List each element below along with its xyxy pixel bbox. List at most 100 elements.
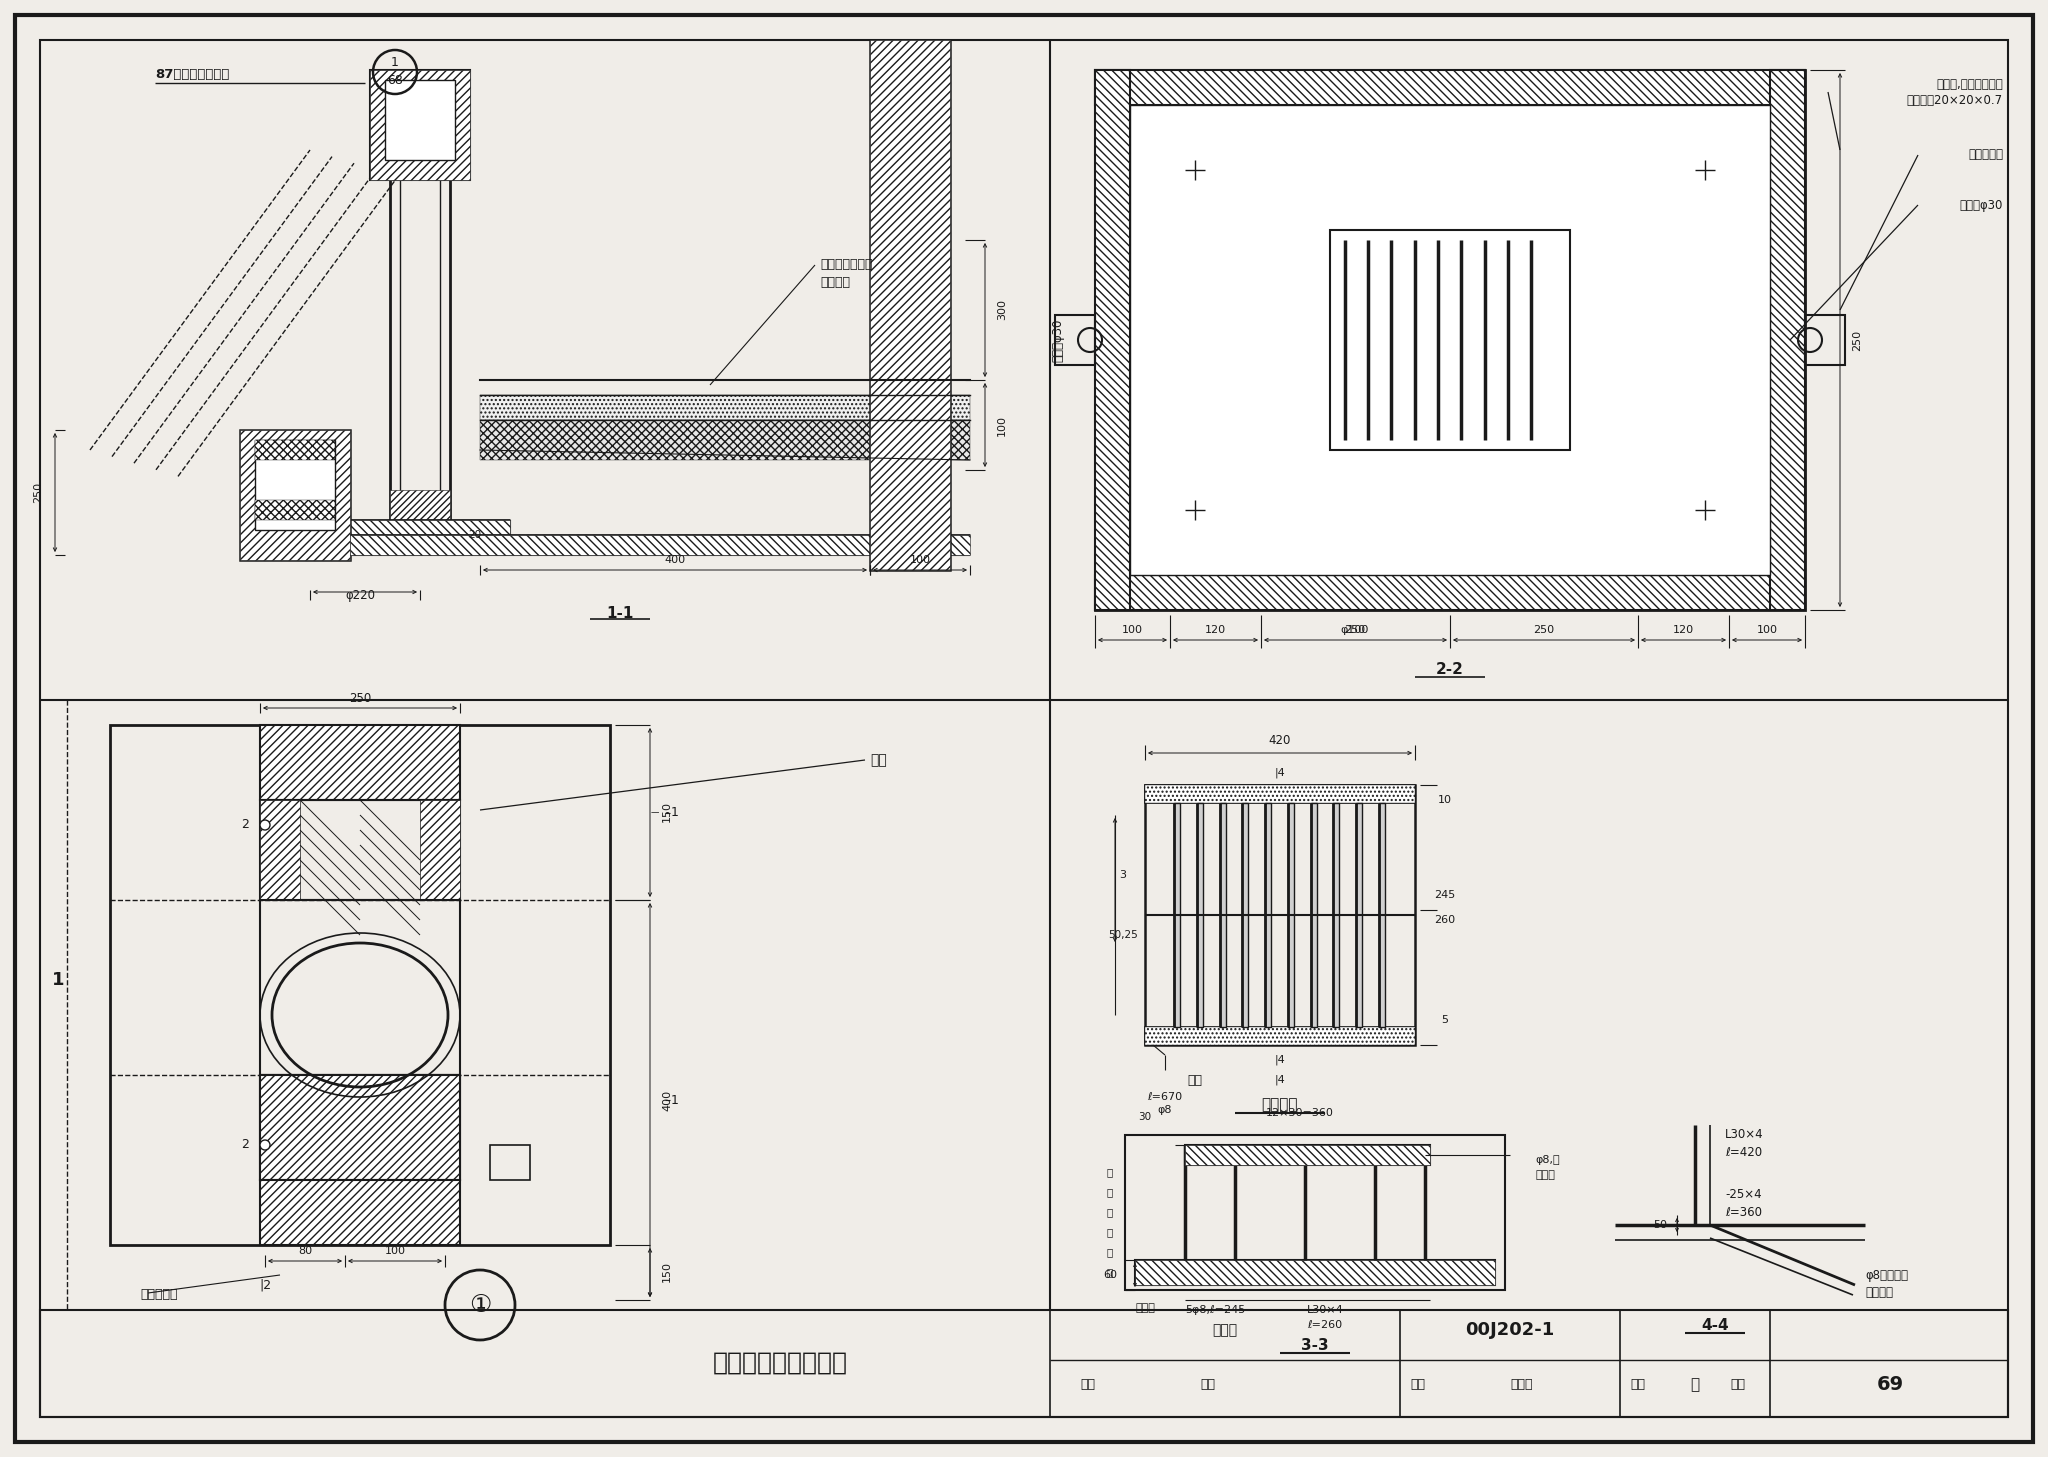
Bar [260, 800, 299, 900]
Text: ℓ=670: ℓ=670 [1147, 1091, 1182, 1101]
Text: |2: |2 [258, 1278, 270, 1291]
Text: 250: 250 [1343, 625, 1366, 635]
Text: 4-4: 4-4 [1702, 1317, 1729, 1333]
Text: 校对: 校对 [1409, 1378, 1425, 1391]
Text: 装饰檐女儿墙出水口: 装饰檐女儿墙出水口 [713, 1351, 848, 1375]
Bar [1311, 803, 1317, 1027]
Text: 400: 400 [664, 555, 686, 565]
Bar [1266, 803, 1272, 1027]
Text: ℓ=360: ℓ=360 [1724, 1206, 1761, 1220]
Bar [240, 430, 350, 559]
Text: φ8,现: φ8,现 [1536, 1155, 1561, 1166]
Text: 断面尺: 断面尺 [1135, 1303, 1155, 1313]
Bar [1124, 1135, 1505, 1289]
Text: 页: 页 [1690, 1377, 1700, 1393]
Bar [1135, 1260, 1495, 1285]
Text: 10: 10 [1438, 796, 1452, 806]
Bar [1174, 803, 1180, 1027]
Text: 260: 260 [1434, 915, 1456, 925]
Bar [1186, 1145, 1430, 1166]
Text: L30×4: L30×4 [1724, 1129, 1763, 1141]
Text: 250: 250 [1534, 625, 1554, 635]
Bar [260, 726, 461, 800]
Text: 5φ8,ℓ=245: 5φ8,ℓ=245 [1186, 1305, 1245, 1316]
Bar [1096, 70, 1130, 610]
Bar [260, 1180, 461, 1244]
Text: 密封膏封严: 密封膏封严 [139, 1288, 178, 1301]
Text: 密封膏封严: 密封膏封严 [1968, 149, 2003, 162]
Text: 1: 1 [672, 807, 680, 819]
Bar [1769, 70, 1804, 610]
Bar [111, 726, 610, 1244]
Bar [1055, 315, 1096, 366]
Text: 1: 1 [672, 1094, 680, 1106]
Text: 80: 80 [297, 1246, 311, 1256]
Bar [256, 440, 336, 460]
Bar [1221, 803, 1227, 1027]
Text: 2-2: 2-2 [1436, 663, 1464, 678]
Text: 1: 1 [391, 57, 399, 70]
Text: 断: 断 [1106, 1167, 1114, 1177]
Bar [489, 1145, 530, 1180]
Text: 00J202-1: 00J202-1 [1466, 1321, 1554, 1339]
Text: 150: 150 [662, 1262, 672, 1282]
Bar [260, 1075, 461, 1180]
Text: 淀水管φ30: 淀水管φ30 [1051, 318, 1065, 361]
Bar [1288, 803, 1294, 1027]
Bar [350, 535, 971, 555]
Text: 50: 50 [1653, 1220, 1667, 1230]
Text: L30×4: L30×4 [1307, 1305, 1343, 1316]
Bar [1096, 70, 1804, 610]
Bar [371, 70, 469, 181]
Text: 420: 420 [1270, 733, 1290, 746]
Text: φ8弯成角度: φ8弯成角度 [1866, 1269, 1909, 1282]
Text: φ8: φ8 [1157, 1104, 1171, 1115]
Bar [1186, 1145, 1430, 1166]
Bar [1145, 785, 1415, 803]
Text: ℓ=420: ℓ=420 [1724, 1147, 1761, 1160]
Bar [371, 70, 469, 181]
Text: 溢水管φ30: 溢水管φ30 [1960, 198, 2003, 211]
Text: 焊接: 焊接 [1188, 1074, 1202, 1087]
Text: 防水层和附加层: 防水层和附加层 [819, 258, 872, 271]
Bar [260, 726, 461, 800]
Text: 3-3: 3-3 [1300, 1338, 1329, 1352]
Text: —: — [651, 809, 659, 817]
Text: |4: |4 [1274, 1075, 1286, 1085]
Bar [1196, 803, 1202, 1027]
Text: 现场确定: 现场确定 [1866, 1287, 1892, 1300]
Text: 245: 245 [1434, 890, 1456, 900]
Bar [350, 520, 510, 535]
Bar [41, 1310, 2007, 1418]
Text: 30: 30 [1139, 1112, 1151, 1122]
Text: 100: 100 [909, 555, 930, 565]
Circle shape [260, 820, 270, 830]
Text: -25×4: -25×4 [1724, 1189, 1761, 1202]
Text: 100: 100 [1122, 625, 1143, 635]
Text: 250: 250 [1851, 329, 1862, 351]
Bar [1378, 803, 1384, 1027]
Text: 69: 69 [1876, 1375, 1903, 1394]
Text: ①: ① [469, 1292, 492, 1317]
Text: 1-1: 1-1 [606, 606, 633, 621]
Text: 水泥钉,每边至少两个: 水泥钉,每边至少两个 [1935, 79, 2003, 92]
Bar [1096, 70, 1804, 105]
Bar [260, 1075, 461, 1180]
Bar [1096, 70, 1804, 105]
Bar [1145, 785, 1415, 1045]
Text: φ100: φ100 [1341, 625, 1370, 635]
Text: 寸: 寸 [1106, 1227, 1114, 1237]
Bar [1130, 105, 1769, 576]
Text: ℓ=260: ℓ=260 [1307, 1320, 1343, 1330]
Text: 5: 5 [1442, 1016, 1448, 1026]
Text: 20: 20 [469, 530, 481, 541]
Text: 12×30=360: 12×30=360 [1266, 1107, 1333, 1118]
Text: 2: 2 [242, 1138, 250, 1151]
Text: 场确定: 场确定 [1536, 1170, 1554, 1180]
Bar [1804, 315, 1845, 366]
Bar [260, 1075, 461, 1180]
Bar [1145, 785, 1415, 803]
Bar [1329, 230, 1571, 450]
Text: 王迎光: 王迎光 [1509, 1378, 1532, 1391]
Bar [260, 1180, 461, 1244]
